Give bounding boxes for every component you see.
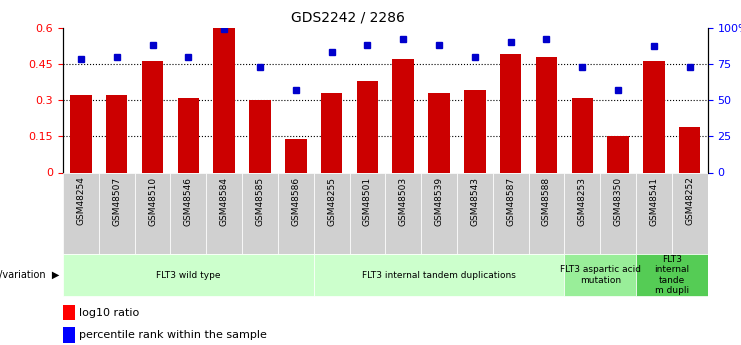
Bar [493, 172, 528, 254]
Text: FLT3 aspartic acid
mutation: FLT3 aspartic acid mutation [559, 265, 641, 285]
Bar [608, 136, 629, 172]
Bar [500, 54, 522, 172]
Text: GSM48587: GSM48587 [506, 177, 515, 226]
Text: GSM48350: GSM48350 [614, 177, 622, 226]
Bar [571, 98, 593, 172]
Bar [565, 255, 636, 296]
Text: GSM48585: GSM48585 [256, 177, 265, 226]
Text: FLT3 wild type: FLT3 wild type [156, 270, 221, 280]
Text: GSM48503: GSM48503 [399, 177, 408, 226]
Bar [350, 172, 385, 254]
Bar [356, 81, 378, 172]
Bar [63, 327, 75, 343]
Bar [170, 172, 206, 254]
Bar [385, 172, 421, 254]
Text: percentile rank within the sample: percentile rank within the sample [79, 330, 267, 340]
Bar [135, 172, 170, 254]
Bar [70, 95, 92, 172]
Bar [393, 59, 414, 172]
Bar [142, 61, 163, 172]
Bar [672, 172, 708, 254]
Text: GSM48507: GSM48507 [112, 177, 122, 226]
Bar [313, 172, 350, 254]
Text: GSM48255: GSM48255 [327, 177, 336, 226]
Bar [178, 98, 199, 172]
Bar [421, 172, 457, 254]
Text: genotype/variation  ▶: genotype/variation ▶ [0, 270, 59, 280]
Bar [249, 100, 270, 172]
Bar [457, 172, 493, 254]
Bar [636, 172, 672, 254]
Text: GSM48586: GSM48586 [291, 177, 300, 226]
Bar [106, 95, 127, 172]
Text: GSM48510: GSM48510 [148, 177, 157, 226]
Bar [285, 139, 307, 172]
Bar [63, 305, 75, 320]
Text: log10 ratio: log10 ratio [79, 308, 139, 318]
Bar [63, 172, 99, 254]
Text: GSM48546: GSM48546 [184, 177, 193, 226]
Text: GSM48541: GSM48541 [649, 177, 659, 226]
Text: GSM48543: GSM48543 [471, 177, 479, 226]
Text: GDS2242 / 2286: GDS2242 / 2286 [291, 10, 405, 24]
Text: GSM48584: GSM48584 [219, 177, 229, 226]
Bar [99, 172, 135, 254]
Bar [600, 172, 636, 254]
Bar [565, 172, 600, 254]
Text: GSM48588: GSM48588 [542, 177, 551, 226]
Text: FLT3
internal
tande
m dupli: FLT3 internal tande m dupli [654, 255, 689, 295]
Bar [313, 255, 565, 296]
Bar [679, 127, 700, 172]
Bar [428, 93, 450, 172]
Text: GSM48252: GSM48252 [685, 177, 694, 225]
Bar [321, 93, 342, 172]
Bar [242, 172, 278, 254]
Bar [643, 61, 665, 172]
Bar [636, 255, 708, 296]
Bar [63, 255, 313, 296]
Bar [464, 90, 485, 172]
Bar [213, 28, 235, 172]
Bar [536, 57, 557, 172]
Text: FLT3 internal tandem duplications: FLT3 internal tandem duplications [362, 270, 516, 280]
Bar [528, 172, 565, 254]
Bar [206, 172, 242, 254]
Bar [278, 172, 313, 254]
Text: GSM48539: GSM48539 [434, 177, 444, 226]
Text: GSM48253: GSM48253 [578, 177, 587, 226]
Text: GSM48254: GSM48254 [76, 177, 85, 225]
Text: GSM48501: GSM48501 [363, 177, 372, 226]
